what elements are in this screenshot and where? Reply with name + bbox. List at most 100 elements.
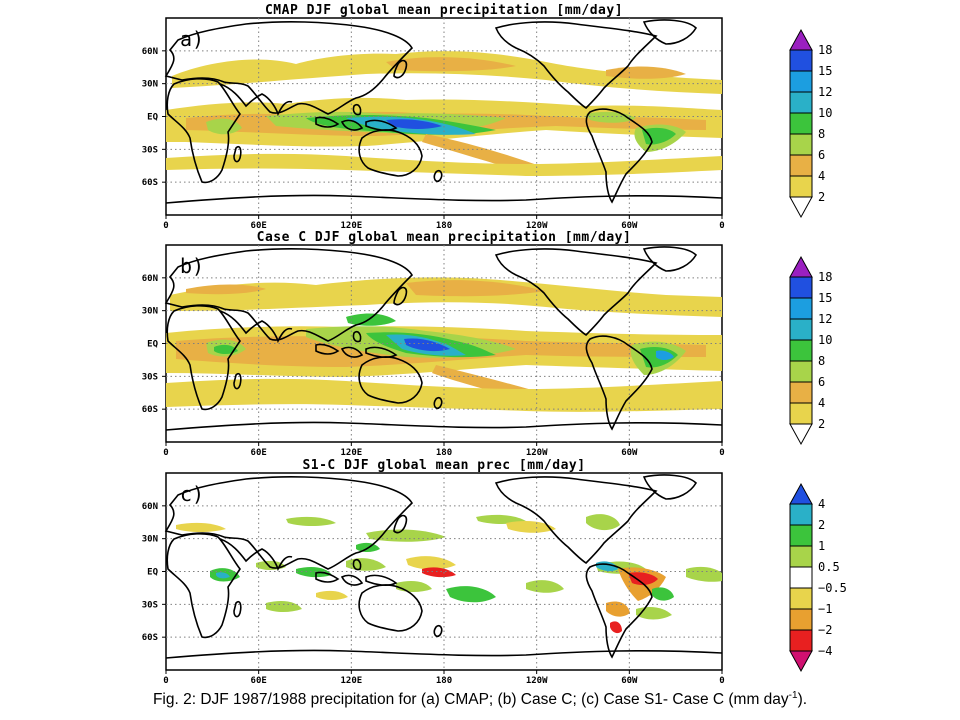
ytick-label-0: 60N: [142, 502, 158, 512]
colorbar-swatch-2: [789, 360, 813, 383]
precip-contour-57: [636, 607, 672, 620]
precip-contour-45: [216, 572, 230, 579]
ytick-label-4: 60S: [142, 405, 158, 415]
panel-b-gridlines: [166, 245, 722, 442]
colorbar-label-1: −2: [818, 623, 832, 637]
panel-c-title: S1-C DJF global mean prec [mm/day]: [302, 458, 585, 473]
precip-contour-13: [642, 127, 676, 145]
colorbar-label-3: 8: [818, 127, 825, 141]
panel-a: CMAP DJF global mean precipitation [mm/d…: [142, 3, 725, 231]
colorbar-swatch-4: [789, 91, 813, 114]
panel-b-label: b): [180, 254, 204, 278]
xtick-label-1: 60E: [251, 448, 267, 458]
colorbar-label-7: 18: [818, 270, 832, 284]
panel-a-gridlines: [166, 18, 722, 215]
precip-contour-15: [206, 118, 242, 135]
colorbar-label-0: 2: [818, 417, 825, 431]
panel-c-gridlines: [166, 473, 722, 670]
ytick-label-2: EQ: [147, 340, 158, 350]
colorbar-label-3: 8: [818, 354, 825, 368]
colorbar-c: −4 −2 −1 −0.5 0.5 1 2 4: [789, 482, 847, 673]
colorbar-label-7: 4: [818, 497, 825, 511]
panel-c-yticks: 60N 30N EQ 30S 60S: [142, 502, 166, 643]
panel-c: S1-C DJF global mean prec [mm/day]: [142, 458, 725, 686]
xtick-label-5: 60W: [621, 676, 638, 686]
colorbar-bottom-tip: [789, 196, 813, 219]
colorbar-label-0: 2: [818, 190, 825, 204]
ytick-label-0: 60N: [142, 47, 158, 57]
precip-contour-38: [586, 514, 620, 531]
colorbar-label-5: 1: [818, 539, 825, 553]
ytick-label-4: 60S: [142, 633, 158, 643]
precip-contour-9: [386, 119, 442, 129]
colorbar-label-4: 10: [818, 106, 832, 120]
xtick-label-1: 60E: [251, 221, 267, 231]
figure-caption: Fig. 2: DJF 1987/1988 precipitation for …: [0, 690, 960, 709]
xtick-label-2: 120E: [340, 676, 362, 686]
colorbar-top-tip: [789, 255, 813, 278]
colorbar-swatch-0: [789, 402, 813, 425]
colorbar-swatch-6: [789, 276, 813, 299]
colorbar-label-2: −1: [818, 602, 832, 616]
xtick-label-6: 0: [719, 676, 724, 686]
colorbar-bottom-tip: [789, 650, 813, 673]
xtick-label-5: 60W: [621, 448, 638, 458]
colorbar-swatch-1: [789, 381, 813, 404]
xtick-label-4: 120W: [526, 676, 548, 686]
colorbar-label-2: 6: [818, 148, 825, 162]
precip-contour-30: [656, 350, 674, 360]
caption-sup: -1: [788, 690, 798, 701]
colorbar-swatch-0: [789, 175, 813, 198]
caption-text: Fig. 2: DJF 1987/1988 precipitation for …: [152, 691, 789, 709]
colorbar-top-tip: [789, 28, 813, 51]
colorbar-label-4: 10: [818, 333, 832, 347]
ytick-label-3: 30S: [142, 372, 158, 382]
colorbar-swatch-4: [789, 545, 813, 568]
panel-c-label: c): [180, 482, 204, 506]
precip-contour-42: [346, 558, 386, 571]
panel-c-xticks: 0 60E 120E 180 120W 60W 0: [163, 670, 725, 686]
colorbar-b: 2 4 6 8 10 12 15 18: [789, 255, 832, 446]
precip-contour-36: [476, 514, 526, 524]
ytick-label-2: EQ: [147, 113, 158, 123]
precip-contour-2: [386, 57, 516, 72]
xtick-label-2: 120E: [340, 221, 362, 231]
colorbar-label-6: 15: [818, 64, 832, 78]
colorbar-swatch-6: [789, 503, 813, 526]
colorbar-label-5: 12: [818, 312, 832, 326]
panel-b-xticks: 0 60E 120E 180 120W 60W 0: [163, 442, 725, 458]
xtick-label-0: 0: [163, 221, 168, 231]
colorbar-label-4: 0.5: [818, 560, 840, 574]
panel-b-yticks: 60N 30N EQ 30S 60S: [142, 274, 166, 415]
panel-a-xticks: 0 60E 120E 180 120W 60W 0: [163, 215, 725, 231]
colorbar-swatch-3: [789, 112, 813, 135]
panel-a-title: CMAP DJF global mean precipitation [mm/d…: [265, 3, 623, 18]
colorbar-label-6: 15: [818, 291, 832, 305]
panel-b: Case C DJF global mean precipitation [mm…: [142, 230, 725, 458]
colorbar-swatch-4: [789, 318, 813, 341]
panel-c-field: [176, 514, 722, 634]
precip-contour-58: [686, 566, 722, 582]
colorbar-swatch-5: [789, 297, 813, 320]
precip-contour-56: [610, 621, 622, 634]
panel-a-label: a): [180, 27, 204, 51]
panel-b-field: [166, 277, 722, 412]
colorbar-swatch-3: [789, 339, 813, 362]
precip-contour-37: [506, 521, 556, 533]
colorbar-swatch-5: [789, 524, 813, 547]
colorbar-label-5: 12: [818, 85, 832, 99]
xtick-label-6: 0: [719, 448, 724, 458]
colorbar-bottom-tip: [789, 423, 813, 446]
precip-contour-54: [652, 587, 674, 601]
colorbar-label-3: −0.5: [818, 581, 847, 595]
ytick-label-1: 30N: [142, 80, 158, 90]
xtick-label-3: 180: [436, 676, 452, 686]
precip-contour-3: [606, 66, 686, 79]
precip-contour-35: [366, 529, 446, 542]
precip-contour-43: [296, 567, 332, 578]
precip-contour-33: [176, 522, 226, 532]
xtick-label-1: 60E: [251, 676, 267, 686]
precip-contour-17: [406, 280, 546, 297]
colorbar-swatch-0: [789, 629, 813, 652]
xtick-label-3: 180: [436, 221, 452, 231]
